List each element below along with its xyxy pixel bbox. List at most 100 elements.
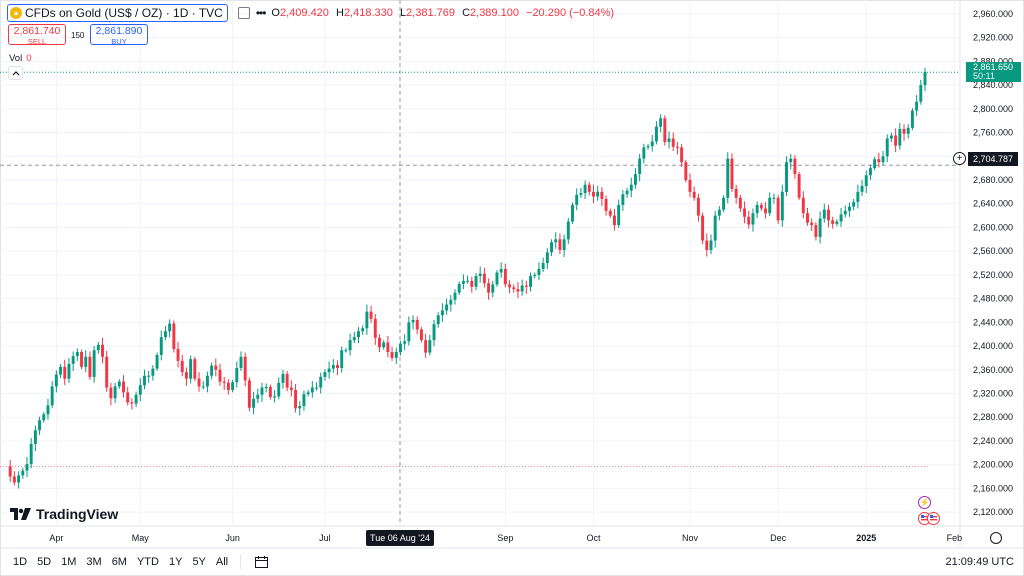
candle-body bbox=[847, 206, 851, 211]
eye-icon[interactable] bbox=[237, 7, 250, 19]
candle bbox=[499, 262, 503, 278]
range-button-3m[interactable]: 3M bbox=[86, 556, 102, 568]
candle-body bbox=[470, 280, 474, 287]
candle bbox=[80, 349, 84, 370]
candle bbox=[122, 375, 125, 398]
candle bbox=[373, 314, 377, 345]
candle-body bbox=[558, 239, 562, 250]
candle bbox=[214, 358, 218, 377]
candle-body bbox=[109, 387, 113, 399]
candle-body bbox=[587, 184, 591, 192]
candle-body bbox=[659, 118, 663, 127]
candle-body bbox=[92, 350, 96, 377]
utc-clock[interactable]: 21:09:49 UTC bbox=[945, 556, 1014, 568]
candle-body bbox=[625, 190, 629, 195]
candle-body bbox=[33, 430, 37, 444]
candle-body bbox=[285, 373, 289, 388]
candle-body bbox=[881, 156, 885, 163]
candle-body bbox=[738, 197, 742, 209]
candle bbox=[25, 456, 29, 478]
candle bbox=[424, 333, 428, 358]
candle bbox=[684, 159, 688, 183]
candle bbox=[445, 298, 449, 315]
candle bbox=[361, 325, 365, 335]
candle-body bbox=[810, 222, 814, 226]
candle bbox=[126, 386, 130, 406]
candle-body bbox=[751, 213, 755, 225]
symbol-title: CFDs on Gold (US$ / OZ) · 1D · TVC bbox=[25, 6, 223, 20]
crosshair-date-label: Tue 06 Aug '24 bbox=[366, 530, 434, 546]
candle-body bbox=[163, 331, 167, 338]
candle-body bbox=[831, 220, 835, 224]
candle bbox=[554, 232, 558, 249]
candle-body bbox=[75, 352, 79, 357]
candle-body bbox=[348, 340, 352, 351]
candle bbox=[38, 416, 42, 436]
candle-body bbox=[201, 386, 205, 388]
candle-body bbox=[596, 191, 600, 197]
candle-body bbox=[117, 381, 121, 387]
candle-body bbox=[21, 470, 25, 476]
candle-body bbox=[440, 310, 444, 316]
candle bbox=[159, 330, 163, 361]
candle bbox=[264, 383, 268, 393]
settings-icon[interactable] bbox=[990, 532, 1002, 544]
candle-body bbox=[327, 368, 331, 373]
candle bbox=[709, 234, 713, 255]
range-button-6m[interactable]: 6M bbox=[111, 556, 127, 568]
candle bbox=[184, 367, 188, 386]
candle bbox=[323, 369, 327, 381]
candle bbox=[722, 195, 726, 213]
buy-button[interactable]: 2,861.890 BUY bbox=[90, 24, 148, 46]
candle-body bbox=[592, 191, 595, 197]
range-button-1m[interactable]: 1M bbox=[61, 556, 77, 568]
candle-body bbox=[84, 356, 88, 367]
sell-button[interactable]: 2,861.740 SELL bbox=[8, 24, 66, 46]
candle-body bbox=[357, 331, 360, 338]
tradingview-logo[interactable]: TradingView bbox=[10, 506, 118, 522]
range-button-5d[interactable]: 5D bbox=[37, 556, 52, 568]
range-button-all[interactable]: All bbox=[215, 556, 229, 568]
tradingview-logo-icon bbox=[10, 508, 31, 520]
candle bbox=[369, 305, 373, 323]
candle bbox=[889, 132, 893, 143]
bottom-toolbar: 1D 5D 1M 3M 6M YTD 1Y 5Y All bbox=[0, 550, 1024, 574]
candle bbox=[54, 370, 58, 393]
candle bbox=[268, 384, 272, 400]
candle-body bbox=[336, 365, 339, 369]
add-alert-button[interactable]: + bbox=[953, 152, 966, 165]
candle-body bbox=[642, 147, 646, 159]
range-button-ytd[interactable]: YTD bbox=[136, 556, 159, 568]
calendar-icon[interactable] bbox=[255, 556, 269, 568]
candle-body bbox=[629, 184, 633, 191]
candle-body bbox=[256, 394, 260, 399]
candle-body bbox=[885, 138, 889, 157]
us-flag-event-icon[interactable] bbox=[918, 512, 940, 525]
collapse-legend-button[interactable] bbox=[8, 66, 23, 80]
more-options-icon[interactable]: ••• bbox=[255, 6, 267, 20]
candle-body bbox=[369, 311, 373, 319]
candle bbox=[633, 168, 637, 189]
candle-body bbox=[512, 287, 516, 290]
candle bbox=[524, 280, 528, 294]
candle bbox=[894, 128, 898, 153]
candle bbox=[172, 320, 176, 353]
vol-value: 0 bbox=[26, 53, 32, 64]
candle bbox=[105, 350, 109, 392]
candle bbox=[885, 134, 889, 163]
candle-body bbox=[264, 386, 268, 388]
y-tick-label: 2,160.000 bbox=[973, 483, 1013, 493]
candle-body bbox=[361, 328, 365, 332]
y-tick-label: 2,920.000 bbox=[973, 33, 1013, 43]
y-tick-label: 2,480.000 bbox=[973, 294, 1013, 304]
candle-body bbox=[562, 239, 566, 250]
candle-body bbox=[180, 360, 184, 373]
candle bbox=[138, 378, 142, 402]
symbol-search-button[interactable]: CFDs on Gold (US$ / OZ) · 1D · TVC bbox=[7, 4, 228, 22]
range-button-5y[interactable]: 5Y bbox=[192, 556, 206, 568]
range-button-1d[interactable]: 1D bbox=[13, 556, 28, 568]
candle bbox=[415, 316, 419, 335]
lightning-event-icon[interactable]: ⚡ bbox=[918, 496, 931, 509]
range-button-1y[interactable]: 1Y bbox=[168, 556, 183, 568]
